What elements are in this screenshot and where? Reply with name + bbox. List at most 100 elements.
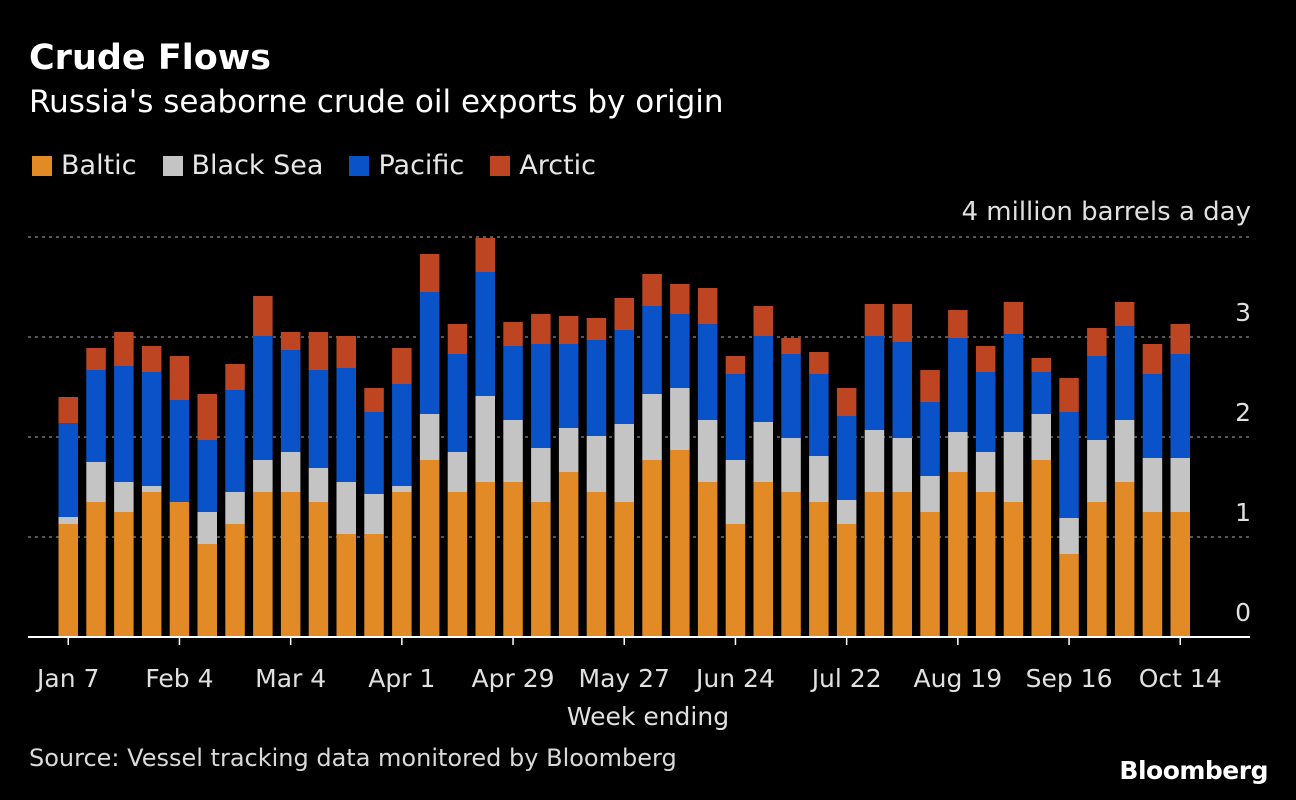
bar-segment-black-sea — [364, 494, 384, 534]
bar-segment-pacific — [1087, 356, 1107, 440]
bar-segment-pacific — [864, 336, 885, 430]
bar-segment-arctic — [1114, 302, 1135, 326]
bar-segment-black-sea — [781, 438, 801, 492]
bar-segment-black-sea — [114, 482, 134, 512]
legend-swatch-arctic — [490, 155, 511, 176]
bar-segment-pacific — [836, 416, 857, 500]
bar-segment-pacific — [253, 336, 273, 460]
bar-segment-arctic — [169, 356, 190, 400]
bar-segment-arctic — [253, 296, 273, 336]
bar-segment-black-sea — [975, 452, 996, 492]
axes: 0 1 2 3 4 million barrels a day Jan 7 Feb 4 Mar… — [28, 197, 1251, 731]
x-tick-label: Feb 4 — [145, 664, 213, 693]
bar-segment-baltic — [114, 512, 134, 637]
bar-segment-arctic — [892, 304, 912, 342]
bar-segment-baltic — [1059, 554, 1079, 637]
bar-segment-black-sea — [308, 468, 329, 502]
bar-segment-pacific — [114, 366, 134, 482]
legend: Baltic Black Sea Pacific Arctic — [32, 150, 622, 181]
bar-segment-pacific — [392, 384, 412, 486]
bar-segment-arctic — [558, 316, 579, 344]
bar-segment-arctic — [114, 332, 134, 366]
legend-swatch-baltic — [32, 155, 52, 176]
x-tick-label: Jul 22 — [810, 664, 882, 693]
bar-segment-pacific — [642, 306, 662, 394]
bar-segment-arctic — [364, 388, 384, 412]
bar-segment-baltic — [531, 502, 551, 637]
bar-segment-baltic — [1114, 482, 1135, 637]
bar-segment-black-sea — [531, 448, 551, 502]
bar-segment-arctic — [781, 338, 801, 354]
bar-segment-pacific — [141, 372, 162, 486]
legend-label-black-sea: Black Sea — [191, 150, 324, 181]
bar-segment-black-sea — [1031, 414, 1051, 460]
x-tick-label: Apr 1 — [368, 664, 435, 693]
bar-segment-arctic — [670, 284, 690, 314]
bar-segment-baltic — [419, 460, 440, 637]
bar-segment-pacific — [280, 350, 301, 452]
bar-segment-black-sea — [920, 476, 940, 512]
bar-segment-arctic — [419, 254, 440, 292]
bar-segment-black-sea — [753, 422, 773, 482]
bar-segment-baltic — [781, 492, 801, 637]
bar-segment-baltic — [197, 544, 217, 637]
bar-segment-baltic — [920, 512, 940, 637]
legend-label-pacific: Pacific — [378, 150, 465, 181]
bar-segment-black-sea — [1114, 420, 1135, 482]
bar-segment-baltic — [1142, 512, 1163, 637]
x-tick-label: Apr 29 — [472, 664, 555, 693]
legend-item-baltic: Baltic — [32, 150, 137, 181]
bar-segment-arctic — [642, 274, 662, 306]
bar-segment-baltic — [1031, 460, 1051, 637]
bar-segment-arctic — [447, 324, 468, 354]
bar-segment-pacific — [920, 402, 940, 476]
bar-segment-black-sea — [948, 432, 968, 472]
bar-segment-pacific — [419, 292, 440, 414]
bar-segment-baltic — [392, 492, 412, 637]
bloomberg-logo: Bloomberg — [1119, 756, 1268, 785]
bar-segment-baltic — [948, 472, 968, 637]
bar-segment-arctic — [503, 322, 523, 346]
bar-segment-baltic — [725, 524, 746, 637]
bar-segment-baltic — [225, 524, 245, 637]
bar-segment-pacific — [336, 368, 356, 482]
bar-segment-pacific — [892, 342, 912, 438]
bar-segment-baltic — [975, 492, 996, 637]
legend-item-arctic: Arctic — [490, 150, 596, 181]
chart-title: Crude Flows — [29, 38, 271, 78]
bar-segment-black-sea — [141, 486, 162, 492]
bar-segment-black-sea — [225, 492, 245, 524]
bar-segment-pacific — [197, 440, 217, 512]
bar-segment-baltic — [1087, 502, 1107, 637]
bar-segment-pacific — [1142, 374, 1163, 458]
bar-segment-arctic — [836, 388, 857, 416]
bar-segment-arctic — [392, 348, 412, 384]
legend-item-pacific: Pacific — [349, 150, 464, 181]
bar-segment-pacific — [1114, 326, 1135, 420]
bar-segment-baltic — [642, 460, 662, 637]
x-tick-label: Sep 16 — [1026, 664, 1113, 693]
bar-segment-black-sea — [614, 424, 634, 502]
bar-segment-pacific — [447, 354, 468, 452]
bar-segment-pacific — [531, 344, 551, 448]
bar-segment-black-sea — [836, 500, 857, 524]
bar-segment-pacific — [725, 374, 746, 460]
bar-segment-arctic — [1170, 324, 1190, 354]
bar-segment-black-sea — [253, 460, 273, 492]
bar-segment-arctic — [614, 298, 634, 330]
x-axis-title: Week ending — [567, 702, 729, 731]
bar-segment-baltic — [864, 492, 885, 637]
bar-segment-pacific — [475, 272, 495, 396]
bar-segment-black-sea — [642, 394, 662, 460]
bar-segment-baltic — [503, 482, 523, 637]
source-note: Source: Vessel tracking data monitored b… — [29, 744, 677, 772]
bar-segment-arctic — [864, 304, 885, 336]
bar-segment-pacific — [58, 423, 78, 517]
y-tick-label: 0 — [1235, 598, 1251, 627]
bar-segment-baltic — [447, 492, 468, 637]
bar-segment-baltic — [86, 502, 106, 637]
bar-segment-arctic — [197, 394, 217, 440]
bar-segment-black-sea — [58, 517, 78, 524]
bar-segment-baltic — [697, 482, 718, 637]
bar-segment-black-sea — [697, 420, 718, 482]
